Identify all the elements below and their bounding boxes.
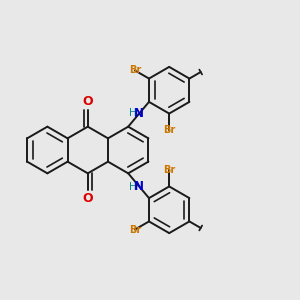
Text: Br: Br (163, 165, 175, 175)
Text: H: H (129, 182, 137, 192)
Text: O: O (82, 95, 93, 108)
Text: Br: Br (129, 65, 141, 76)
Text: N: N (134, 107, 144, 120)
Text: Br: Br (129, 224, 141, 235)
Text: Br: Br (163, 125, 175, 135)
Text: H: H (129, 108, 137, 118)
Text: N: N (134, 180, 144, 193)
Text: O: O (82, 192, 93, 205)
